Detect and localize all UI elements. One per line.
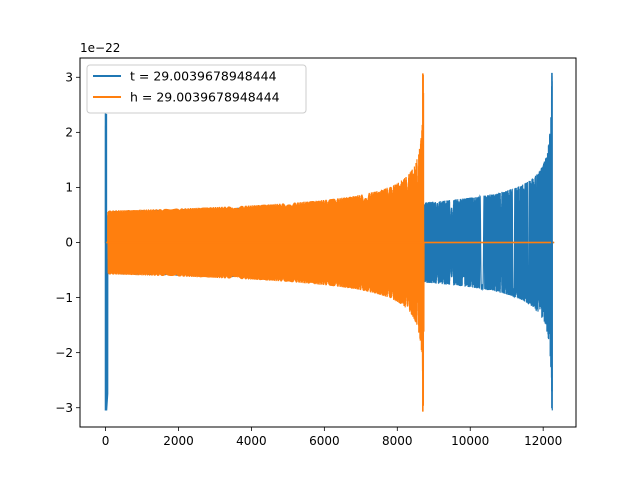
legend-box xyxy=(86,64,307,114)
x-tick-label: 12000 xyxy=(524,434,562,448)
x-tick-label: 4000 xyxy=(236,434,267,448)
x-tick-label: 0 xyxy=(102,434,110,448)
x-tick-label: 6000 xyxy=(309,434,340,448)
x-tick-label: 8000 xyxy=(382,434,413,448)
legend-label-t: t = 29.0039678948444 xyxy=(130,69,277,84)
x-axis: 0 2000 4000 6000 8000 10000 12000 xyxy=(102,427,562,448)
legend: t = 29.0039678948444 h = 29.003967894844… xyxy=(86,64,307,114)
series-layer xyxy=(104,72,555,412)
y-tick-label: 1 xyxy=(65,181,73,195)
y-tick-label: −2 xyxy=(55,346,73,360)
y-offset-label: 1e−22 xyxy=(80,41,120,55)
legend-label-h: h = 29.0039678948444 xyxy=(130,90,280,105)
y-tick-label: 3 xyxy=(65,70,73,84)
x-tick-label: 10000 xyxy=(451,434,489,448)
y-tick-label: 2 xyxy=(65,126,73,140)
x-tick-label: 2000 xyxy=(163,434,194,448)
y-tick-label: −3 xyxy=(55,401,73,415)
y-axis: −3 −2 −1 0 1 2 3 xyxy=(55,70,80,415)
y-tick-label: −1 xyxy=(55,291,73,305)
y-tick-label: 0 xyxy=(65,236,73,250)
